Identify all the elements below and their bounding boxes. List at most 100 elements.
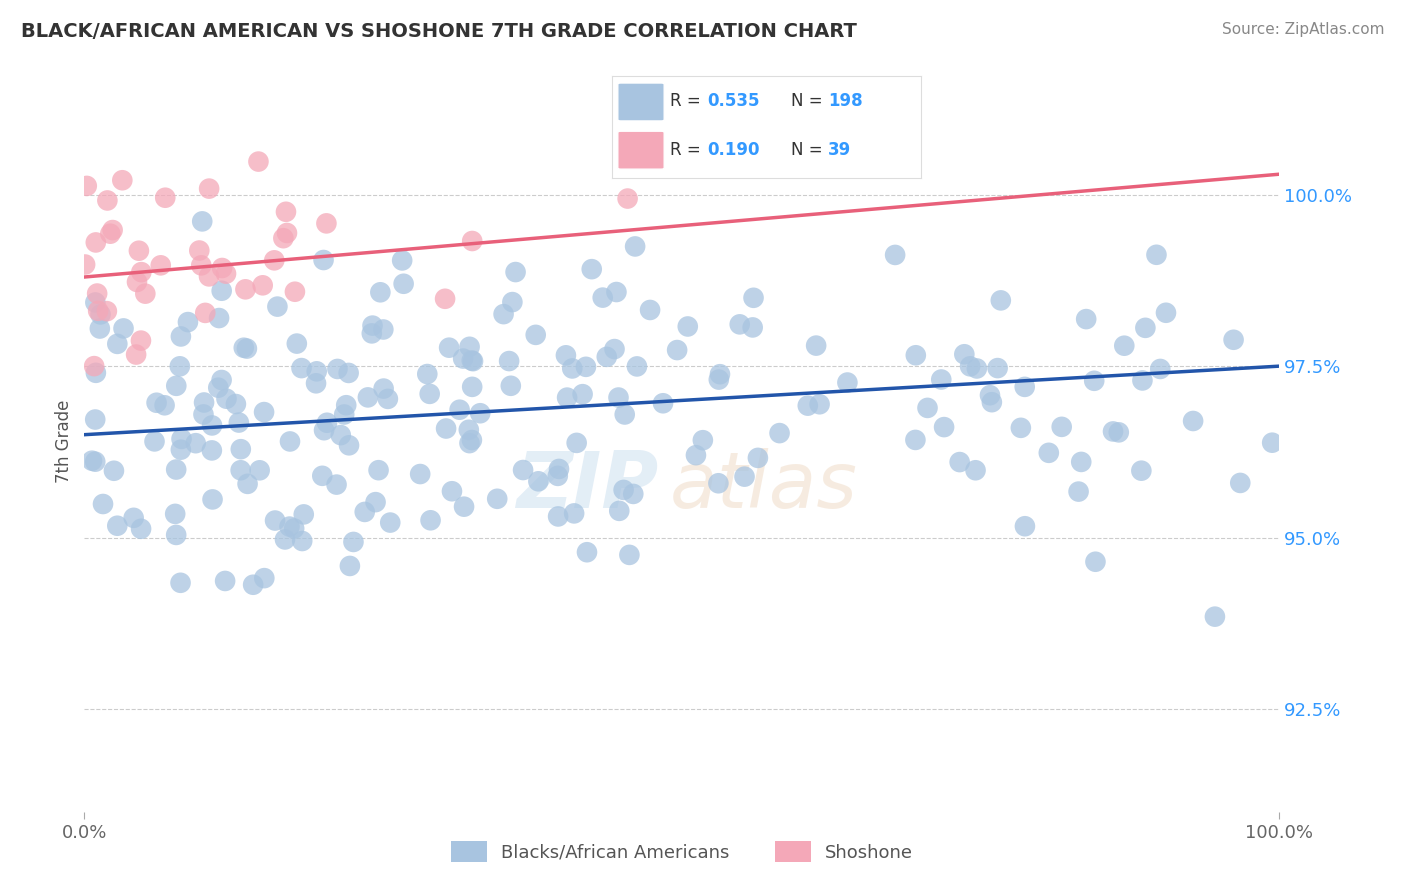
Point <box>229 463 252 477</box>
Point <box>266 300 288 314</box>
Text: Source: ZipAtlas.com: Source: ZipAtlas.com <box>1222 22 1385 37</box>
Point <box>211 373 233 387</box>
Point <box>1102 425 1125 439</box>
Point <box>326 362 349 376</box>
FancyBboxPatch shape <box>617 131 664 169</box>
Point <box>312 252 335 267</box>
Point <box>1014 380 1036 394</box>
Point <box>84 295 107 310</box>
Point <box>253 405 276 419</box>
Point <box>419 513 441 527</box>
Point <box>170 432 193 446</box>
Text: R =: R = <box>671 141 702 159</box>
Point <box>676 319 699 334</box>
Point <box>305 376 328 391</box>
Point <box>342 535 364 549</box>
Point <box>278 434 301 449</box>
Point <box>959 359 981 374</box>
Point <box>201 492 224 507</box>
Point <box>229 442 252 457</box>
Legend: Blacks/African Americans, Shoshone: Blacks/African Americans, Shoshone <box>443 834 921 870</box>
Point <box>929 372 952 386</box>
Point <box>571 387 593 401</box>
Point <box>884 248 907 262</box>
Point <box>263 253 285 268</box>
Point <box>434 292 457 306</box>
Point <box>215 267 238 281</box>
Point <box>1050 420 1073 434</box>
Point <box>122 511 145 525</box>
Point <box>965 463 987 477</box>
Point <box>709 368 731 382</box>
Point <box>979 388 1001 402</box>
Point <box>83 359 105 373</box>
Point <box>742 291 765 305</box>
Point <box>768 426 790 441</box>
Point <box>165 528 187 542</box>
Point <box>565 436 588 450</box>
Point <box>1261 435 1284 450</box>
Y-axis label: 7th Grade: 7th Grade <box>55 400 73 483</box>
Point <box>1154 306 1177 320</box>
Point <box>434 421 457 435</box>
Point <box>84 412 107 426</box>
Point <box>284 285 307 299</box>
Point <box>917 401 939 415</box>
Point <box>692 433 714 447</box>
Point <box>498 354 520 368</box>
Point <box>292 508 315 522</box>
Point <box>1010 421 1032 435</box>
Point <box>980 395 1002 409</box>
Point <box>440 484 463 499</box>
Point <box>621 487 644 501</box>
Point <box>797 399 820 413</box>
Point <box>112 321 135 335</box>
Point <box>193 408 215 422</box>
Point <box>125 347 148 361</box>
Point <box>361 318 384 333</box>
Point <box>457 423 479 437</box>
Point <box>1083 374 1105 388</box>
Point <box>561 361 583 376</box>
Point <box>169 575 191 590</box>
Point <box>808 397 831 411</box>
Point <box>1114 339 1136 353</box>
Point <box>562 507 585 521</box>
Point <box>607 504 630 518</box>
Point <box>190 258 212 272</box>
Point <box>214 574 236 588</box>
Point <box>1108 425 1130 440</box>
Point <box>837 376 859 390</box>
Point <box>285 336 308 351</box>
Text: BLACK/AFRICAN AMERICAN VS SHOSHONE 7TH GRADE CORRELATION CHART: BLACK/AFRICAN AMERICAN VS SHOSHONE 7TH G… <box>21 22 858 41</box>
Point <box>80 453 103 467</box>
Point <box>290 361 312 376</box>
Point <box>247 154 270 169</box>
Point <box>575 545 598 559</box>
Point <box>607 391 630 405</box>
Point <box>225 397 247 411</box>
Point <box>380 516 402 530</box>
Point <box>1014 519 1036 533</box>
Point <box>333 408 356 422</box>
Point <box>527 475 550 489</box>
Point <box>242 578 264 592</box>
Point <box>208 311 231 326</box>
Point <box>305 364 328 378</box>
Point <box>111 173 134 187</box>
Point <box>170 442 193 457</box>
Point <box>165 507 187 521</box>
Point <box>360 326 382 341</box>
Text: 0.535: 0.535 <box>707 93 761 111</box>
Text: 198: 198 <box>828 93 863 111</box>
Point <box>652 396 675 410</box>
Point <box>461 234 484 248</box>
Point <box>613 483 636 497</box>
Point <box>949 455 972 469</box>
Point <box>451 351 474 366</box>
Point <box>449 402 471 417</box>
Point <box>377 392 399 406</box>
Point <box>105 518 128 533</box>
Point <box>339 558 361 573</box>
Point <box>966 361 988 376</box>
